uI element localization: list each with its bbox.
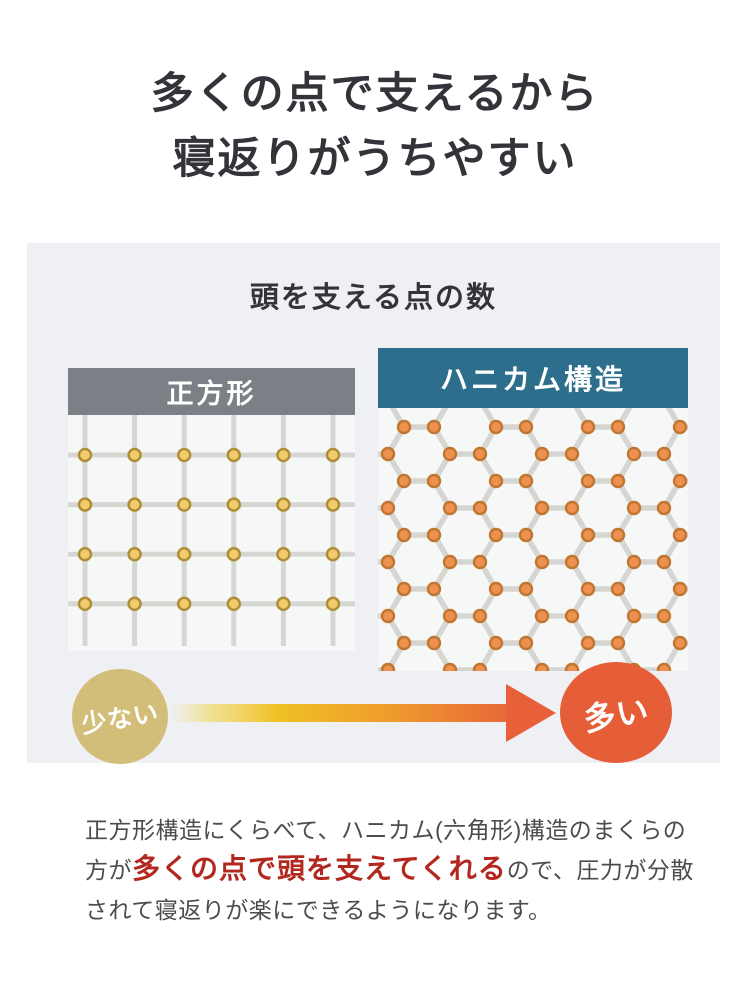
explanation-highlight: 多くの点で頭を支えてくれる	[132, 853, 507, 884]
many-points-label: 多い	[580, 691, 652, 738]
explanation-line2: 方が多くの点で頭を支えてくれるので、圧力が分散	[85, 855, 694, 884]
explanation-text: 正方形構造にくらべて、ハニカム(六角形)構造のまくらの 方が多くの点で頭を支えてく…	[85, 810, 715, 930]
square-lattice-icon	[68, 415, 355, 646]
honeycomb-lattice-icon	[378, 408, 688, 671]
comparison-title: 頭を支える点の数	[249, 282, 498, 314]
explanation-line2-suffix: ので、圧力が分散	[506, 857, 694, 883]
square-structure-header: 正方形	[68, 368, 355, 415]
page-title: 多くの点で支えるから 寝返りがうちやすい	[0, 62, 750, 191]
explanation-line3: されて寝返りが楽にできるようになります。	[85, 897, 552, 923]
increase-arrow-icon	[170, 684, 556, 742]
explanation-line2-prefix: 方が	[85, 857, 132, 883]
square-structure-label: 正方形	[166, 379, 257, 409]
square-lattice-figure	[68, 415, 355, 651]
comparison-panel: 頭を支える点の数 正方形	[27, 243, 720, 764]
explanation-line1: 正方形構造にくらべて、ハニカム(六角形)構造のまくらの	[85, 817, 687, 843]
page-title-line1: 多くの点で支えるから	[150, 70, 600, 118]
honeycomb-structure-label: ハニカム構造	[439, 364, 626, 395]
page-title-line2: 寝返りがうちやすい	[172, 134, 578, 183]
few-points-badge: 少ない	[72, 669, 168, 764]
square-structure-diagram: 正方形	[68, 368, 355, 651]
few-points-label: 少ない	[79, 698, 162, 739]
honeycomb-structure-header: ハニカム構造	[378, 348, 688, 408]
many-points-badge: 多い	[560, 662, 672, 763]
honeycomb-lattice-figure	[378, 408, 688, 671]
honeycomb-structure-diagram: ハニカム構造	[378, 348, 688, 671]
